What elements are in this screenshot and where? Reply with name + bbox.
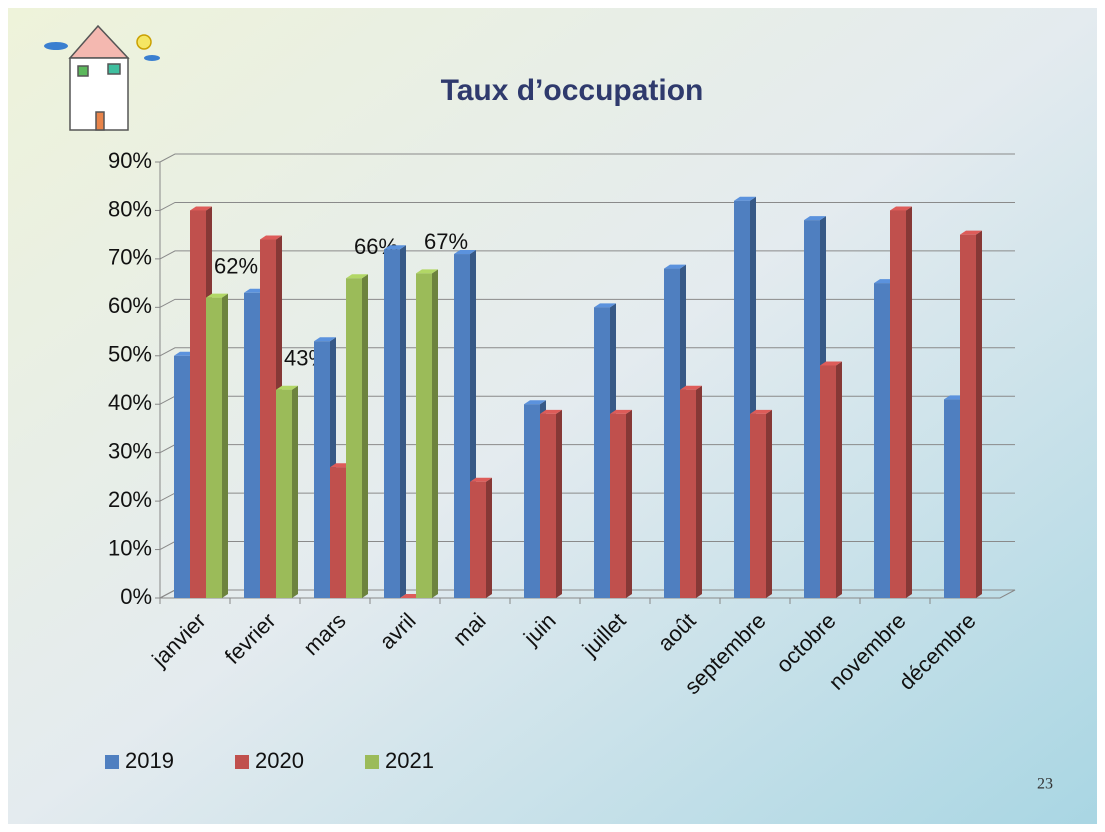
bar-top (384, 245, 406, 250)
bar-front (664, 268, 680, 598)
bar-top (960, 230, 982, 235)
bar-front (874, 283, 890, 598)
bar-top (680, 385, 702, 390)
bar-top (734, 196, 756, 201)
y-tick-label: 0% (120, 584, 152, 609)
bar-top (820, 361, 842, 366)
bar-top (750, 409, 772, 414)
bar-top (664, 264, 686, 269)
data-label: 62% (214, 253, 258, 278)
bar-top (454, 250, 476, 255)
bar-top (890, 206, 912, 211)
bar-side (906, 206, 912, 598)
bar-front (890, 210, 906, 598)
bar (416, 269, 438, 598)
bar (960, 230, 982, 598)
bar-top (594, 303, 616, 308)
bar-side (556, 409, 562, 598)
page-number: 23 (1037, 776, 1053, 793)
bar-top (276, 385, 298, 390)
bar-front (314, 341, 330, 598)
bar-front (174, 355, 190, 598)
y-tick-label: 10% (108, 535, 152, 560)
bar-front (750, 413, 766, 598)
bar-front (416, 273, 432, 598)
legend-swatch (365, 755, 379, 769)
chart-title: Taux d’occupation (441, 74, 704, 107)
bar-front (206, 297, 222, 598)
bar (276, 385, 298, 598)
bar (384, 245, 406, 598)
legend-label: 2020 (255, 748, 304, 773)
bar-side (486, 477, 492, 598)
y-tick-label: 70% (108, 245, 152, 270)
bar-front (820, 365, 836, 598)
bar-side (292, 385, 298, 598)
bar-front (594, 307, 610, 598)
bar-front (804, 220, 820, 598)
legend-swatch (105, 755, 119, 769)
bar (680, 385, 702, 598)
bar-front (470, 481, 486, 598)
bar-front (734, 200, 750, 598)
bar-front (384, 249, 400, 598)
bar (610, 409, 632, 598)
grid-line (159, 153, 1015, 163)
bar-front (960, 234, 976, 598)
bar-top (206, 293, 228, 298)
bar-side (400, 245, 406, 598)
y-tick-label: 40% (108, 390, 152, 415)
bar-top (804, 216, 826, 221)
bar-front (524, 404, 540, 598)
bar-side (222, 293, 228, 598)
y-tick-label: 80% (108, 196, 152, 221)
bar (890, 206, 912, 598)
bar-top (610, 409, 632, 414)
bar-side (626, 409, 632, 598)
legend-label: 2019 (125, 748, 174, 773)
bar-front (540, 413, 556, 598)
bar-front (276, 389, 292, 598)
bar-top (416, 269, 438, 274)
bar (820, 361, 842, 598)
bar-top (540, 409, 562, 414)
bar-front (610, 413, 626, 598)
legend-swatch (235, 755, 249, 769)
bar-front (244, 292, 260, 598)
bar-front (260, 239, 276, 598)
bar-front (944, 399, 960, 598)
y-tick-label: 30% (108, 438, 152, 463)
bar-front (680, 389, 696, 598)
bar-top (524, 400, 546, 405)
bar (470, 477, 492, 598)
bar-top (470, 477, 492, 482)
bar-top (346, 274, 368, 279)
bar-side (432, 269, 438, 598)
bar (206, 293, 228, 598)
bar (346, 274, 368, 598)
bar-side (696, 385, 702, 598)
house-icon (44, 24, 160, 131)
y-tick-label: 90% (108, 148, 152, 173)
y-tick-label: 50% (108, 342, 152, 367)
bar-front (346, 278, 362, 598)
bar-front (330, 467, 346, 598)
y-tick-label: 20% (108, 487, 152, 512)
bar-front (454, 254, 470, 599)
bar (750, 409, 772, 598)
bar-side (362, 274, 368, 598)
bar-side (836, 361, 842, 598)
y-tick-label: 60% (108, 293, 152, 318)
bar-front (190, 210, 206, 598)
bar-side (976, 230, 982, 598)
legend-label: 2021 (385, 748, 434, 773)
bar-top (260, 235, 282, 240)
bar (540, 409, 562, 598)
bar-top (190, 206, 212, 211)
bar-side (766, 409, 772, 598)
bar-top (314, 337, 336, 342)
